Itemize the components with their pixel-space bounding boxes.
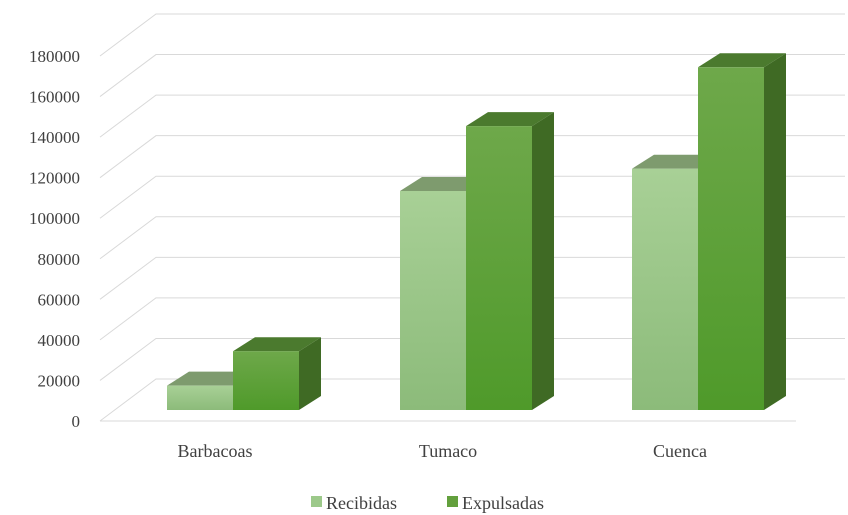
legend-label: Expulsadas bbox=[462, 493, 544, 513]
bar-front-face bbox=[466, 126, 532, 410]
x-category-label: Cuenca bbox=[653, 441, 707, 461]
y-tick-label: 20000 bbox=[38, 371, 81, 390]
bar-top-face bbox=[698, 53, 786, 68]
bar-expulsadas-tumaco bbox=[466, 112, 554, 410]
x-category-label: Barbacoas bbox=[178, 441, 253, 461]
bar-front-face bbox=[167, 385, 233, 410]
legend: Recibidas Expulsadas bbox=[311, 493, 544, 513]
gridline bbox=[99, 13, 845, 57]
bar-side-face bbox=[764, 53, 786, 411]
bar-top-face bbox=[466, 112, 554, 127]
legend-item-expulsadas: Expulsadas bbox=[447, 493, 544, 513]
legend-label: Recibidas bbox=[326, 493, 397, 513]
y-tick-label: 40000 bbox=[38, 331, 81, 350]
x-axis-categories: Barbacoas Tumaco Cuenca bbox=[178, 441, 707, 461]
y-tick-label: 60000 bbox=[38, 290, 81, 309]
gridline bbox=[99, 337, 845, 381]
y-tick-label: 0 bbox=[72, 412, 81, 431]
bars bbox=[167, 53, 786, 411]
legend-item-recibidas: Recibidas bbox=[311, 493, 397, 513]
bar-expulsadas-cuenca bbox=[698, 53, 786, 411]
y-tick-label: 100000 bbox=[29, 209, 80, 228]
y-tick-label: 160000 bbox=[29, 88, 80, 107]
gridline bbox=[99, 94, 845, 138]
y-tick-label: 180000 bbox=[29, 47, 80, 66]
y-tick-label: 120000 bbox=[29, 169, 80, 188]
gridline bbox=[99, 256, 845, 300]
bar-expulsadas-barbacoas bbox=[233, 337, 321, 410]
y-tick-label: 140000 bbox=[29, 128, 80, 147]
x-category-label: Tumaco bbox=[419, 441, 477, 461]
bar-top-face bbox=[233, 337, 321, 352]
bar-side-face bbox=[299, 337, 321, 410]
bar-front-face bbox=[233, 351, 299, 410]
gridline bbox=[99, 175, 845, 219]
gridline bbox=[99, 216, 845, 260]
gridline bbox=[99, 297, 845, 341]
bar-side-face bbox=[532, 112, 554, 410]
gridline bbox=[99, 378, 845, 422]
bar-front-face bbox=[698, 67, 764, 411]
legend-swatch bbox=[311, 496, 322, 507]
y-tick-label: 80000 bbox=[38, 250, 81, 269]
legend-swatch bbox=[447, 496, 458, 507]
gridline bbox=[99, 54, 845, 97]
gridline bbox=[99, 135, 845, 179]
gridlines bbox=[99, 13, 845, 422]
y-axis-ticks: 0 20000 40000 60000 80000 100000 120000 140000 1… bbox=[29, 47, 80, 431]
bar-front-face bbox=[632, 168, 698, 410]
bar-front-face bbox=[400, 191, 466, 410]
